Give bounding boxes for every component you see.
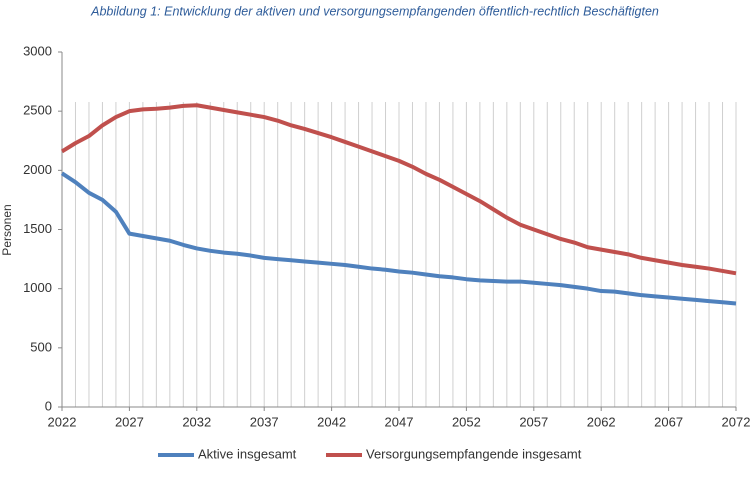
x-tick-label: 2047 [385, 414, 414, 429]
y-tick-label: 1500 [23, 221, 52, 236]
x-tick-label: 2042 [317, 414, 346, 429]
x-tick-label: 2057 [519, 414, 548, 429]
legend-label: Aktive insgesamt [198, 446, 297, 461]
x-tick-label: 2027 [115, 414, 144, 429]
x-tick-label: 2062 [587, 414, 616, 429]
y-tick-label: 1000 [23, 280, 52, 295]
y-axis-label: Personen [0, 204, 14, 255]
y-tick-label: 2000 [23, 162, 52, 177]
x-tick-label: 2037 [250, 414, 279, 429]
y-tick-label: 2500 [23, 103, 52, 118]
y-tick-label: 0 [45, 398, 52, 413]
x-tick-label: 2022 [48, 414, 77, 429]
x-tick-label: 2032 [182, 414, 211, 429]
legend-label: Versorgungsempfangende insgesamt [366, 446, 582, 461]
series-line [60, 171, 737, 306]
x-tick-label: 2067 [654, 414, 683, 429]
chart-title: Abbildung 1: Entwicklung der aktiven und… [90, 4, 659, 18]
y-tick-label: 500 [30, 339, 52, 354]
x-tick-label: 2072 [722, 414, 750, 429]
series-line [60, 103, 737, 276]
x-tick-label: 2052 [452, 414, 481, 429]
y-tick-label: 3000 [23, 43, 52, 58]
